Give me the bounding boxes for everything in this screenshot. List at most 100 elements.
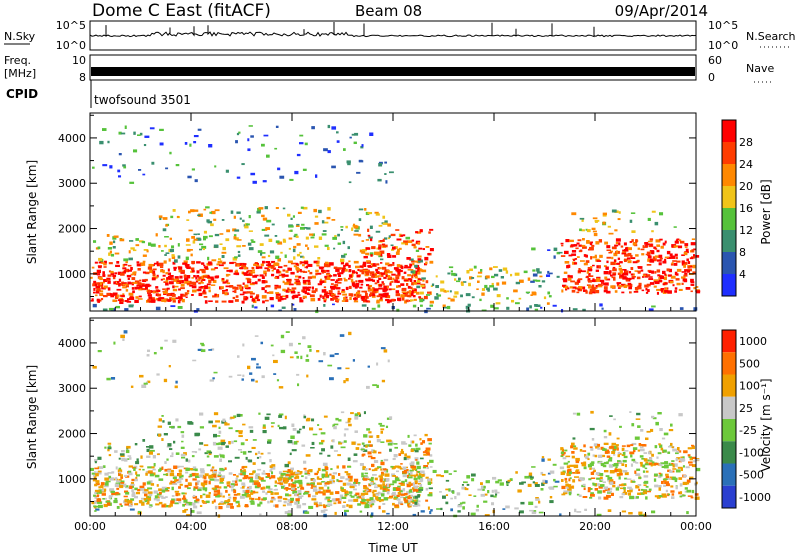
scatter-cell <box>658 277 661 280</box>
scatter-cell <box>391 298 395 302</box>
scatter-cell <box>424 309 428 314</box>
scatter-cell <box>288 237 293 240</box>
scatter-cell <box>361 144 364 147</box>
scatter-cell <box>644 275 649 278</box>
scatter-cell <box>638 282 642 286</box>
scatter-cell <box>162 420 165 423</box>
scatter-cell <box>124 490 129 493</box>
scatter-cell <box>220 476 225 479</box>
scatter-cell <box>379 486 383 490</box>
scatter-cell <box>267 473 271 478</box>
scatter-cell <box>634 470 637 474</box>
scatter-cell <box>416 285 421 289</box>
scatter-cell <box>158 262 164 267</box>
scatter-cell <box>188 210 191 214</box>
scatter-cell <box>174 490 180 493</box>
scatter-cell <box>564 477 568 481</box>
scatter-cell <box>408 444 412 447</box>
scatter-cell <box>345 225 348 229</box>
scatter-cell <box>395 229 400 231</box>
scatter-cell <box>684 490 689 493</box>
scatter-cell <box>686 482 690 485</box>
scatter-cell <box>627 486 632 489</box>
scatter-cell <box>499 482 504 486</box>
scatter-cell <box>174 479 177 482</box>
scatter-cell <box>563 490 569 493</box>
scatter-cell <box>275 292 280 294</box>
scatter-cell <box>232 228 237 232</box>
scatter-cell <box>297 291 300 294</box>
scatter-cell <box>492 476 497 480</box>
scatter-cell <box>571 455 575 459</box>
scatter-cell <box>331 219 336 221</box>
scatter-cell <box>572 412 577 415</box>
scatter-cell <box>228 375 233 378</box>
scatter-cell <box>365 292 368 297</box>
scatter-cell <box>509 478 513 482</box>
scatter-cell <box>154 495 158 499</box>
scatter-cell <box>296 263 300 267</box>
scatter-cell <box>531 247 536 251</box>
scatter-cell <box>423 295 428 300</box>
scatter-cell <box>673 226 677 228</box>
scatter-cell <box>260 477 264 481</box>
scatter-cell <box>191 455 195 458</box>
scatter-cell <box>561 485 566 490</box>
scatter-cell <box>216 489 221 493</box>
scatter-cell <box>567 468 572 472</box>
scatter-cell <box>181 492 185 495</box>
scatter-cell <box>134 503 139 506</box>
scatter-cell <box>265 261 271 264</box>
scatter-cell <box>186 503 189 506</box>
scatter-cell <box>151 297 155 301</box>
scatter-cell <box>378 163 383 167</box>
scatter-cell <box>148 296 153 300</box>
scatter-cell <box>414 264 418 268</box>
scatter-cell <box>327 364 333 367</box>
scatter-cell <box>277 258 282 262</box>
scatter-cell <box>239 293 245 296</box>
scatter-cell <box>165 252 170 254</box>
scatter-cell <box>178 469 183 473</box>
scatter-cell <box>242 263 247 267</box>
scatter-cell <box>356 291 361 294</box>
scatter-cell <box>203 237 207 241</box>
scatter-cell <box>494 489 498 493</box>
scatter-cell <box>206 283 211 286</box>
scatter-cell <box>425 280 429 284</box>
scatter-cell <box>142 271 147 274</box>
scatter-cell <box>369 225 373 229</box>
scatter-cell <box>92 474 96 477</box>
scatter-cell <box>382 244 388 248</box>
scatter-cell <box>99 293 103 296</box>
scatter-cell <box>532 481 536 484</box>
scatter-cell <box>227 274 231 276</box>
scatter-cell <box>395 293 401 297</box>
scatter-cell <box>353 488 357 491</box>
scatter-cell <box>665 489 668 493</box>
scatter-cell <box>635 462 639 464</box>
scatter-cell <box>199 282 204 284</box>
scatter-cell <box>169 426 174 428</box>
scatter-cell <box>260 452 264 455</box>
scatter-cell <box>640 429 644 432</box>
scatter-cell <box>583 466 587 470</box>
scatter-cell <box>694 496 700 500</box>
scatter-cell <box>148 299 152 303</box>
scatter-cell <box>247 269 253 272</box>
scatter-cell <box>329 491 334 495</box>
scatter-cell <box>371 293 375 297</box>
scatter-cell <box>185 296 188 299</box>
scatter-cell <box>691 489 695 494</box>
scatter-cell <box>228 493 231 496</box>
scatter-cell <box>197 488 202 492</box>
scatter-cell <box>571 442 575 446</box>
scatter-cell <box>241 163 245 166</box>
scatter-cell <box>404 479 408 482</box>
scatter-cell <box>609 481 614 485</box>
scatter-cell <box>596 513 602 516</box>
scatter-cell <box>681 260 685 264</box>
scatter-cell <box>321 448 325 452</box>
scatter-cell <box>311 418 315 422</box>
